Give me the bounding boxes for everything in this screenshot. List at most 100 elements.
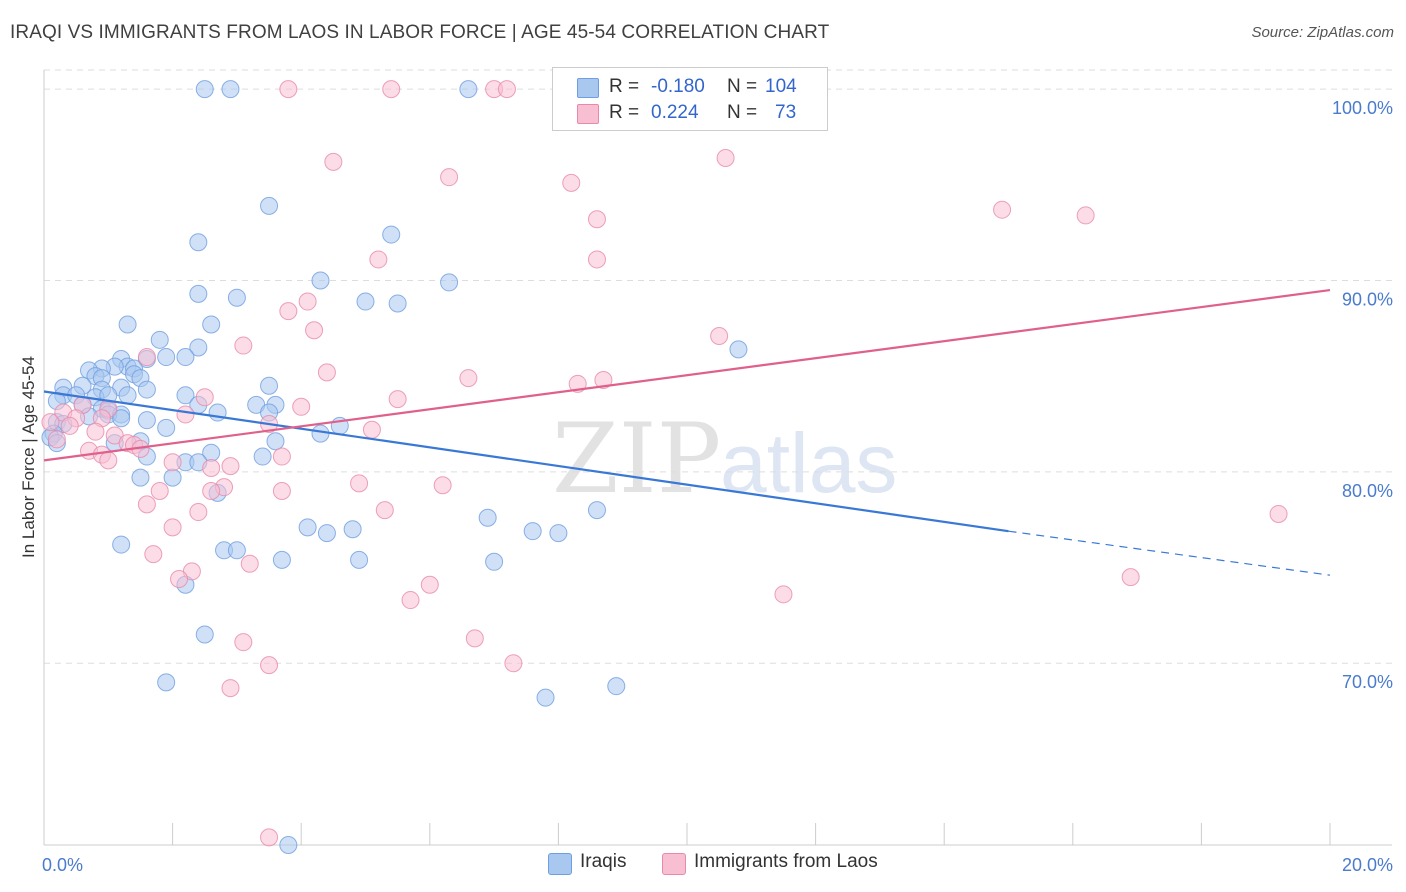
point-laos xyxy=(459,369,478,388)
point-iraqis xyxy=(382,225,401,244)
point-iraqis xyxy=(131,468,150,487)
point-laos xyxy=(382,80,401,99)
point-iraqis xyxy=(118,315,137,334)
point-iraqis xyxy=(227,288,246,307)
point-iraqis xyxy=(112,535,131,554)
bottom-legend-label-iraqis: Iraqis xyxy=(580,851,627,872)
point-laos xyxy=(292,397,311,416)
point-laos xyxy=(272,481,291,500)
x-tick-label: 0.0% xyxy=(42,855,83,875)
point-laos xyxy=(298,292,317,311)
point-laos xyxy=(137,348,156,367)
point-laos xyxy=(497,80,516,99)
point-iraqis xyxy=(260,376,279,395)
point-iraqis xyxy=(388,294,407,313)
y-tick-label: 70.0% xyxy=(1342,672,1393,692)
point-laos xyxy=(163,453,182,472)
bottom-legend-swatch-iraqis xyxy=(548,853,572,875)
point-iraqis xyxy=(523,522,542,541)
point-laos xyxy=(221,679,240,698)
point-iraqis xyxy=(157,348,176,367)
point-iraqis xyxy=(311,424,330,443)
source-credit: Source: ZipAtlas.com xyxy=(1251,24,1394,41)
legend-r-label: R = xyxy=(609,76,640,97)
point-iraqis xyxy=(272,550,291,569)
point-iraqis xyxy=(459,80,478,99)
point-iraqis xyxy=(202,315,221,334)
point-laos xyxy=(317,363,336,382)
point-iraqis xyxy=(189,338,208,357)
point-iraqis xyxy=(189,284,208,303)
point-iraqis xyxy=(485,552,504,571)
point-laos xyxy=(240,554,259,573)
point-laos xyxy=(369,250,388,269)
point-iraqis xyxy=(195,80,214,99)
point-iraqis xyxy=(350,550,369,569)
point-iraqis xyxy=(607,677,626,696)
legend-n-label: N = xyxy=(727,76,758,97)
point-iraqis xyxy=(150,330,169,349)
point-laos xyxy=(260,828,279,847)
point-iraqis xyxy=(253,447,272,466)
point-laos xyxy=(1121,568,1140,587)
legend-swatch-laos xyxy=(577,104,599,124)
y-axis-title: In Labor Force | Age 45-54 xyxy=(19,356,38,558)
point-laos xyxy=(587,210,606,229)
data-points xyxy=(41,80,1288,854)
x-tick-label: 20.0% xyxy=(1342,855,1393,875)
y-tick-label: 100.0% xyxy=(1332,98,1393,118)
point-laos xyxy=(279,302,298,321)
trend-lines xyxy=(43,288,1331,576)
watermark-atlas: atlas xyxy=(720,416,897,510)
watermark-zip: ZIP xyxy=(552,403,721,515)
point-iraqis xyxy=(587,501,606,520)
point-iraqis xyxy=(549,524,568,543)
trend-line-laos xyxy=(43,288,1331,462)
point-laos xyxy=(86,422,105,441)
legend-r-label: R = xyxy=(609,102,640,123)
point-iraqis xyxy=(266,432,285,451)
point-laos xyxy=(350,474,369,493)
point-laos xyxy=(465,629,484,648)
point-laos xyxy=(202,481,221,500)
y-tick-labels: 100.0% 90.0% 80.0% 70.0% xyxy=(1332,98,1393,692)
point-iraqis xyxy=(189,233,208,252)
point-iraqis xyxy=(112,409,131,428)
point-iraqis xyxy=(298,518,317,537)
point-laos xyxy=(1076,206,1095,225)
point-iraqis xyxy=(317,524,336,543)
point-laos xyxy=(562,173,581,192)
bottom-legend-label-laos: Immigrants from Laos xyxy=(694,851,878,872)
legend-swatch-iraqis xyxy=(577,78,599,98)
point-laos xyxy=(137,495,156,514)
point-laos xyxy=(594,371,613,389)
point-iraqis xyxy=(157,418,176,437)
point-laos xyxy=(221,457,240,476)
point-laos xyxy=(170,570,189,589)
point-laos xyxy=(305,321,324,340)
legend-r-value: -0.180 xyxy=(651,76,705,97)
point-iraqis xyxy=(311,271,330,290)
trend-line-iraqis xyxy=(43,390,1009,533)
point-laos xyxy=(260,656,279,675)
point-iraqis xyxy=(176,386,195,405)
point-laos xyxy=(375,501,394,520)
trend-line-iraqis-extension xyxy=(1008,530,1331,576)
point-laos xyxy=(99,451,118,470)
point-iraqis xyxy=(118,386,137,405)
point-iraqis xyxy=(356,292,375,311)
point-iraqis xyxy=(157,673,176,692)
point-laos xyxy=(163,518,182,537)
point-iraqis xyxy=(729,340,748,359)
legend-n-value: 73 xyxy=(775,102,797,123)
bottom-legend-swatch-laos xyxy=(662,853,686,875)
point-laos xyxy=(587,250,606,269)
chart-title: IRAQI VS IMMIGRANTS FROM LAOS IN LABOR F… xyxy=(10,22,830,43)
point-laos xyxy=(195,388,214,407)
point-laos xyxy=(440,168,459,187)
point-laos xyxy=(504,654,523,673)
x-tick-labels: 0.0% 20.0% xyxy=(42,855,1393,875)
legend-n-label: N = xyxy=(727,102,758,123)
point-laos xyxy=(176,405,195,424)
